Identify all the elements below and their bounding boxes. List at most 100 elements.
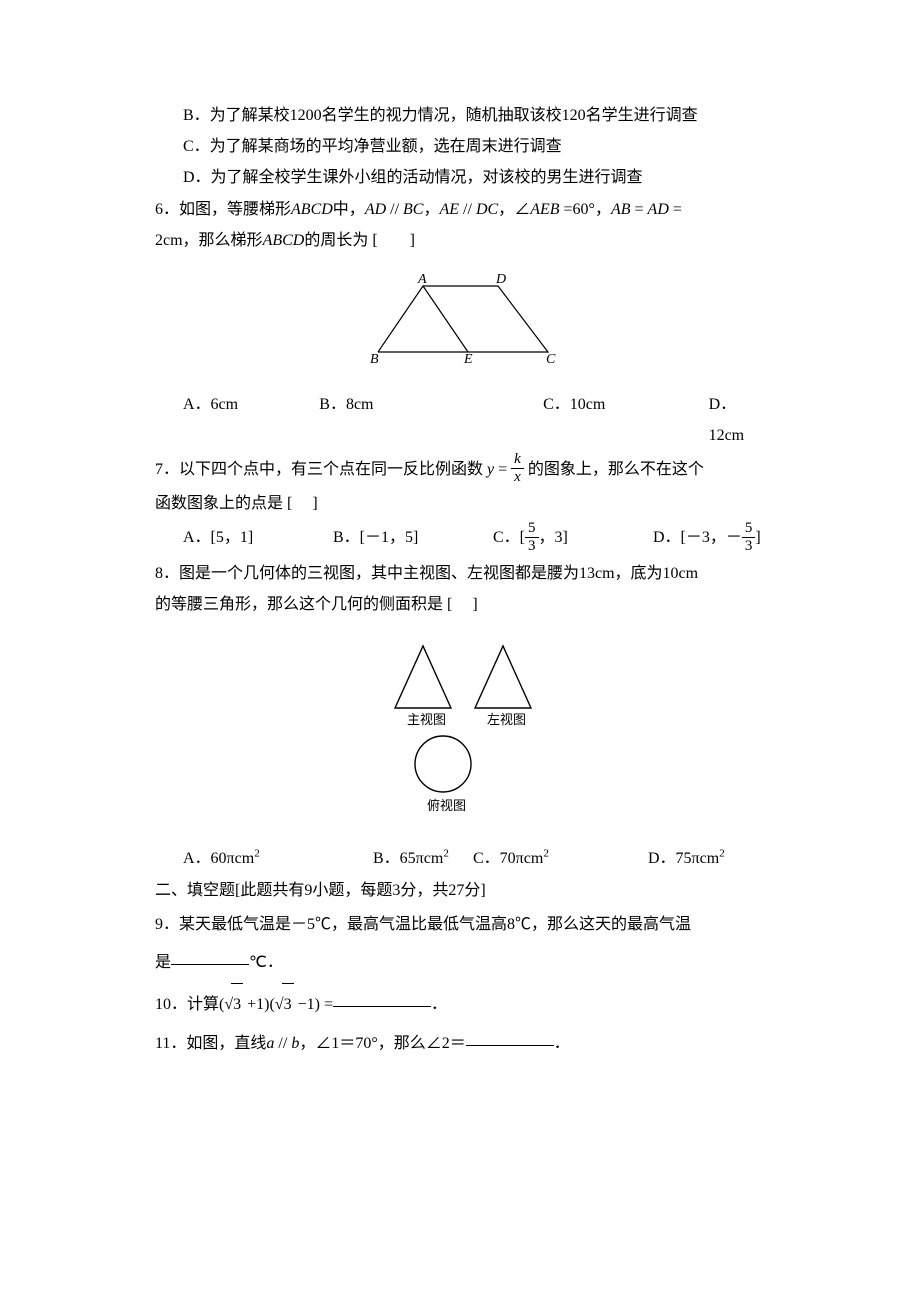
- q8-opt-c: C．70πcm2: [473, 843, 648, 874]
- sq: 2: [443, 848, 449, 860]
- sq: 2: [719, 848, 725, 860]
- fraction-kx: kx: [511, 452, 524, 485]
- q6-opt-d: D．12cm: [709, 389, 770, 451]
- text: C．[: [493, 529, 525, 546]
- var-aeb: AEB: [530, 201, 559, 218]
- q6-opt-a: A．6cm: [183, 389, 319, 451]
- var-abcd: ABCD: [291, 201, 333, 218]
- text: −1): [294, 996, 320, 1013]
- eq: =: [494, 461, 511, 478]
- fraction-53b: 53: [742, 521, 756, 554]
- label-front: 主视图: [407, 712, 446, 727]
- section-2-header: 二、填空题[此题共有9小题，每题3分，共27分]: [155, 875, 770, 906]
- var-ad2: AD: [648, 201, 669, 218]
- text: A．60πcm: [183, 850, 254, 867]
- var-bc: BC: [403, 201, 423, 218]
- q8-opt-b: B．65πcm2: [373, 843, 473, 874]
- num: 5: [525, 521, 539, 538]
- q5-option-c: C．为了解某商场的平均净营业额，选在周末进行调查: [155, 131, 770, 162]
- blank-input[interactable]: [466, 1029, 554, 1046]
- q7-opt-a: A．[5，1]: [183, 519, 333, 557]
- text: ，3]: [539, 529, 568, 546]
- three-view-icon: 主视图 左视图 俯视图: [373, 638, 553, 818]
- text: 2cm，那么梯形: [155, 232, 263, 249]
- text: 10．计算: [155, 996, 219, 1013]
- parallel: //: [459, 201, 476, 218]
- text: 中，: [333, 201, 365, 218]
- text: 的图象上，那么不在这个: [524, 461, 704, 478]
- sq: 2: [254, 848, 260, 860]
- eq60: =60°，: [560, 201, 611, 218]
- text: B．65πcm: [373, 850, 443, 867]
- q9-line2: 是 ℃．: [155, 944, 770, 982]
- text: ]: [755, 529, 760, 546]
- q7-options: A．[5，1] B．[－1，5] C．[53，3] D．[－3，－53]: [155, 519, 770, 557]
- var-dc: DC: [476, 201, 498, 218]
- num: 5: [742, 521, 756, 538]
- sqrt3-2: √3: [275, 983, 294, 1026]
- label-e: E: [463, 352, 473, 364]
- var-ae: AE: [440, 201, 460, 218]
- q6-figure: A D B E C: [155, 274, 770, 375]
- label-top: 俯视图: [427, 798, 466, 813]
- eq: =: [631, 201, 648, 218]
- text: D．75πcm: [648, 850, 719, 867]
- comma: ，: [498, 201, 514, 218]
- q11: 11．如图，直线a // b，∠1＝70°，那么∠2＝．: [155, 1025, 770, 1063]
- blank-input[interactable]: [333, 990, 431, 1007]
- blank-input[interactable]: [171, 948, 249, 965]
- text: ．: [431, 996, 447, 1013]
- var-ad: AD: [365, 201, 386, 218]
- var-abcd: ABCD: [263, 232, 305, 249]
- q8-stem-line1: 8．图是一个几何体的三视图，其中主视图、左视图都是腰为13cm，底为10cm: [155, 558, 770, 589]
- text: 11．如图，直线: [155, 1035, 266, 1052]
- q7-stem: 7．以下四个点中，有三个点在同一反比例函数 y = kx 的图象上，那么不在这个: [155, 452, 770, 489]
- minus: －: [726, 529, 742, 546]
- q8-opt-a: A．60πcm2: [183, 843, 373, 874]
- text: D．[－3，: [653, 529, 726, 546]
- text: 的周长为 [ ]: [304, 232, 415, 249]
- text: 6．如图，等腰梯形: [155, 201, 291, 218]
- parallel: //: [386, 201, 403, 218]
- q5-option-b: B．为了解某校1200名学生的视力情况，随机抽取该校120名学生进行调查: [155, 100, 770, 131]
- text: +1)(: [243, 996, 275, 1013]
- sqrt-arg: 3: [231, 983, 243, 1026]
- angle-symbol: ∠: [514, 201, 530, 218]
- q10: 10．计算(√3 +1)(√3 −1) =．: [155, 983, 770, 1026]
- sqrt3-1: √3: [224, 983, 243, 1026]
- q6-options: A．6cm B．8cm C．10cm D．12cm: [155, 389, 770, 451]
- text: ．: [554, 1035, 570, 1052]
- text: ，∠1＝70°，那么∠2＝: [299, 1035, 465, 1052]
- q7-opt-c: C．[53，3]: [493, 519, 653, 557]
- num: k: [511, 452, 524, 469]
- eq: =: [320, 996, 333, 1013]
- var-ab: AB: [611, 201, 631, 218]
- parallel: //: [274, 1035, 291, 1052]
- q6-stem: 6．如图，等腰梯形ABCD中，AD // BC，AE // DC，∠AEB =6…: [155, 194, 770, 225]
- sqrt-arg: 3: [282, 983, 294, 1026]
- q7-opt-d: D．[－3，－53]: [653, 519, 761, 557]
- q7-opt-b: B．[－1，5]: [333, 519, 493, 557]
- exam-page: B．为了解某校1200名学生的视力情况，随机抽取该校120名学生进行调查 C．为…: [0, 0, 920, 1302]
- comma: ，: [423, 201, 439, 218]
- text: 7．以下四个点中，有三个点在同一反比例函数: [155, 461, 487, 478]
- den: 3: [742, 538, 756, 554]
- label-c: C: [546, 352, 556, 364]
- q8-options: A．60πcm2 B．65πcm2 C．70πcm2 D．75πcm2: [155, 843, 770, 874]
- q6-stem-line2: 2cm，那么梯形ABCD的周长为 [ ]: [155, 225, 770, 256]
- q6-opt-b: B．8cm: [319, 389, 543, 451]
- q5-option-d: D．为了解全校学生课外小组的活动情况，对该校的男生进行调查: [155, 162, 770, 193]
- eq: =: [669, 201, 682, 218]
- text: 是: [155, 954, 171, 971]
- label-b: B: [370, 352, 379, 364]
- q7-stem-line2: 函数图象上的点是 [ ]: [155, 488, 770, 519]
- text: C．70πcm: [473, 850, 543, 867]
- q9-line1: 9．某天最低气温是－5℃，最高气温比最低气温高8℃，那么这天的最高气温: [155, 906, 770, 944]
- sq: 2: [543, 848, 549, 860]
- q8-figure: 主视图 左视图 俯视图: [155, 638, 770, 829]
- text: ℃．: [249, 954, 283, 971]
- q6-opt-c: C．10cm: [543, 389, 708, 451]
- label-a: A: [417, 274, 427, 287]
- den: x: [511, 469, 524, 485]
- label-left: 左视图: [487, 712, 526, 727]
